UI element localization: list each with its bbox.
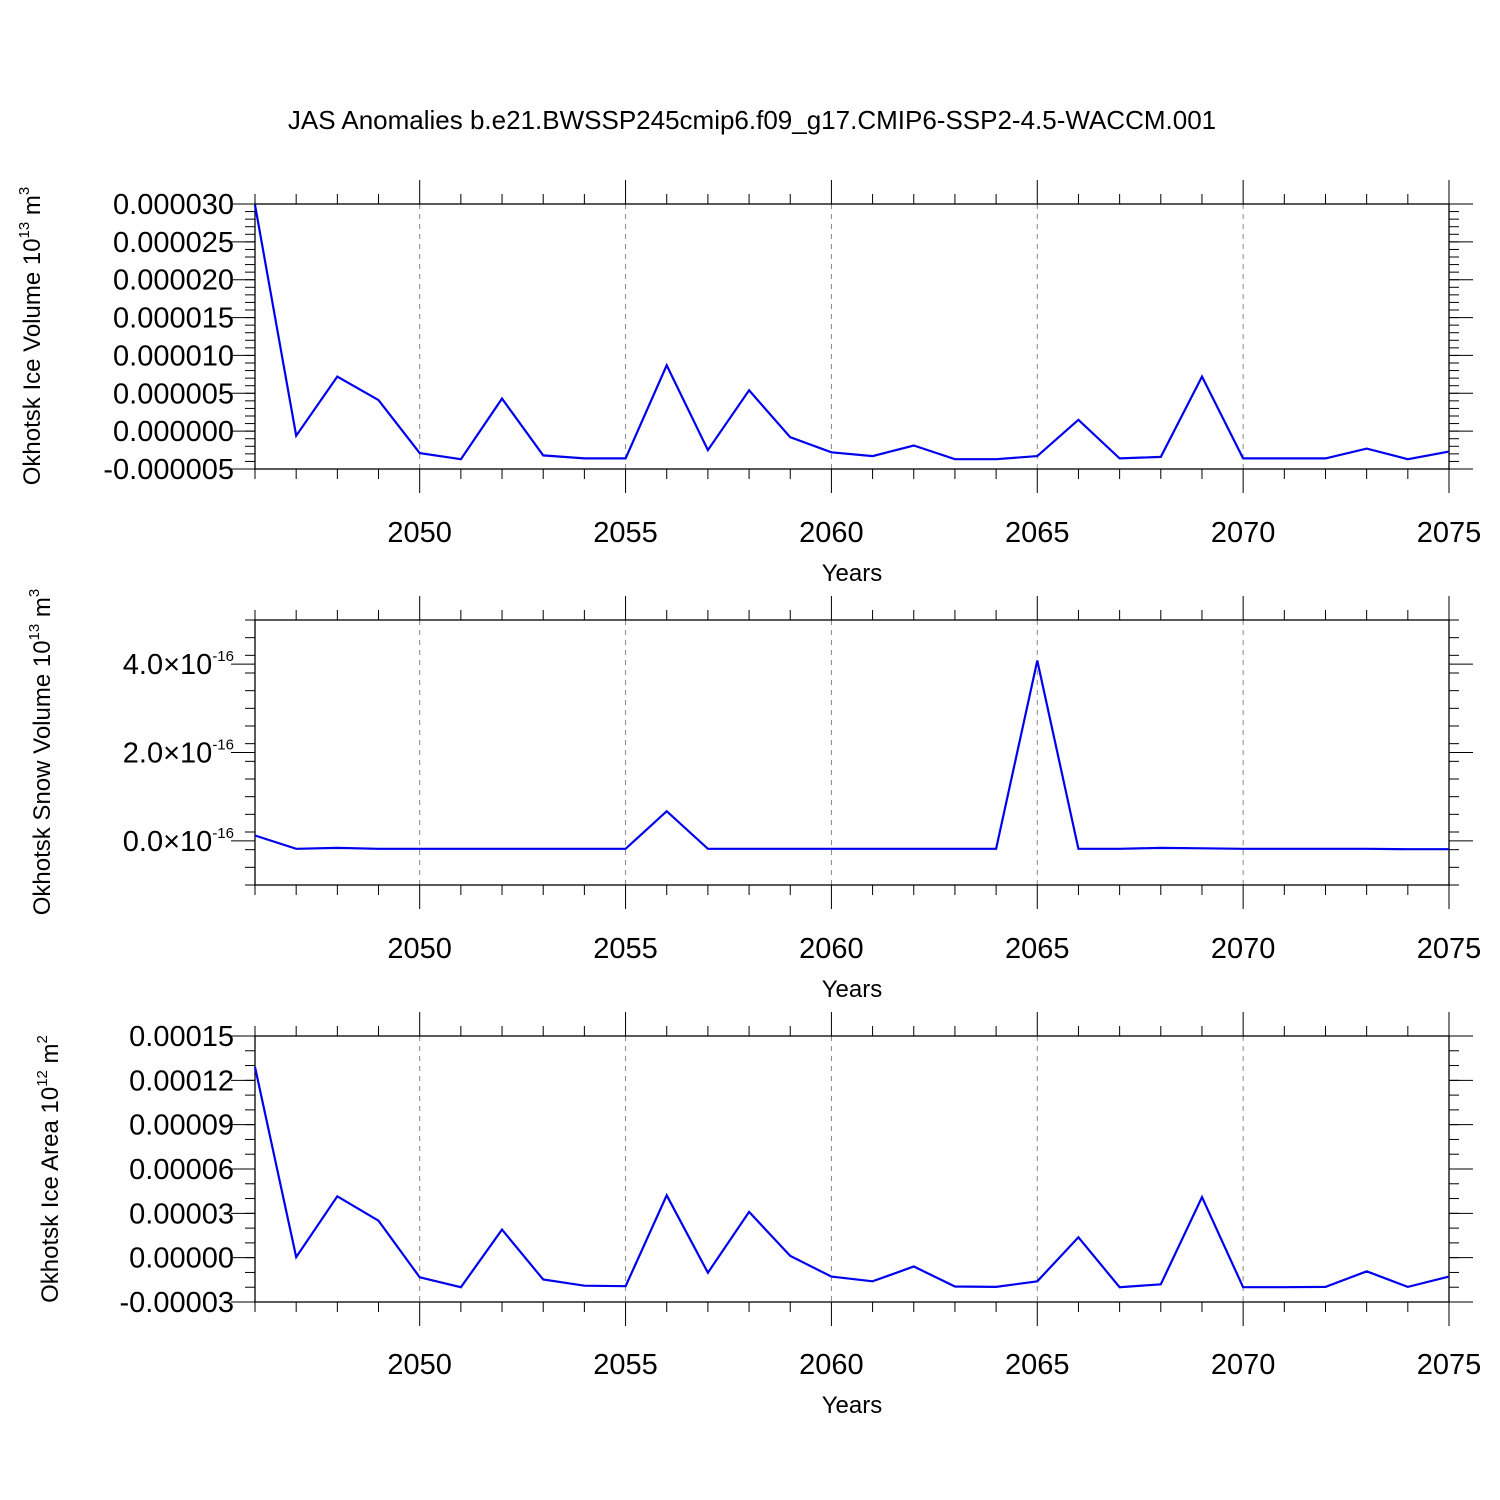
y-tick-label: 4.0×10-16 <box>123 648 234 681</box>
x-tick-label: 2075 <box>1417 517 1482 549</box>
x-axis-label: Years <box>822 976 883 1003</box>
x-tick-label: 2065 <box>1005 1349 1070 1381</box>
y-axis-label: Okhotsk Ice Volume 1013 m3 <box>16 187 46 486</box>
y-tick-label: -0.00003 <box>120 1287 235 1319</box>
y-tick-label: 0.000005 <box>113 378 234 410</box>
x-tick-label: 2055 <box>593 517 658 549</box>
x-tick-label: 2065 <box>1005 933 1070 965</box>
x-tick-label: 2075 <box>1417 933 1482 965</box>
x-tick-label: 2070 <box>1211 1349 1276 1381</box>
series-line <box>254 660 1449 851</box>
x-tick-label: 2075 <box>1417 1349 1482 1381</box>
y-tick-label: -0.000005 <box>103 454 234 486</box>
y-tick-label-exponent: -16 <box>212 648 234 665</box>
plot-frame <box>254 203 1450 470</box>
y-tick-label-text: -0.000005 <box>103 454 234 486</box>
y-tick-label-text: 0.00006 <box>129 1154 234 1186</box>
panel-3: 2050 2055 2060 2065 2070 2075 Years 0.00015 0.00… <box>34 1012 1481 1419</box>
y-axis-label-exp: 12 <box>34 1070 51 1087</box>
panel-2: 2050 2055 2060 2065 2070 2075Years4.0×10-162.… <box>26 589 1481 1003</box>
y-axis-label: Okhotsk Snow Volume 1013 m3 <box>26 589 56 916</box>
y-tick-label: 0.000030 <box>113 189 234 221</box>
y-tick-label: 0.0×10-16 <box>123 825 234 858</box>
plot-frame <box>254 619 1450 886</box>
x-tick-label: 2050 <box>387 517 452 549</box>
y-tick-label-text: 0.0×10 <box>123 826 213 858</box>
x-axis-label: Years <box>822 1392 883 1419</box>
x-tick-label: 2050 <box>387 1349 452 1381</box>
x-tick-label: 2060 <box>799 517 864 549</box>
y-tick-label-text: 0.000015 <box>113 303 234 335</box>
y-tick-label-text: 0.000005 <box>113 378 234 410</box>
y-tick-label-text: 4.0×10 <box>123 649 213 681</box>
y-tick-label: 2.0×10-16 <box>123 737 234 770</box>
y-tick-label: 0.000000 <box>113 416 234 448</box>
y-tick-label-text: -0.00003 <box>120 1287 235 1319</box>
y-tick-label-text: 0.000010 <box>113 340 234 372</box>
y-tick-label: 0.000010 <box>113 340 234 372</box>
plot-frame <box>254 1035 1450 1303</box>
y-tick-label-text: 0.00003 <box>129 1198 234 1230</box>
x-tick-label: 2060 <box>799 1349 864 1381</box>
x-axis-label: Years <box>822 560 883 587</box>
y-tick-label: 0.00015 <box>129 1021 234 1053</box>
y-tick-label-text: 0.000030 <box>113 189 234 221</box>
y-tick-label: 0.00000 <box>129 1243 234 1275</box>
y-tick-label-exponent: -16 <box>212 737 234 754</box>
y-tick-label-text: 2.0×10 <box>123 738 213 770</box>
y-tick-label: 0.000015 <box>113 303 234 335</box>
y-tick-label-text: 0.00012 <box>129 1065 234 1097</box>
y-tick-label-text: 0.000025 <box>113 227 234 259</box>
y-axis-label-main: Okhotsk Ice Area 10 <box>37 1087 64 1303</box>
y-axis-label-unit-exp: 2 <box>34 1035 51 1043</box>
y-tick-label-text: 0.00000 <box>129 1243 234 1275</box>
y-tick-label: 0.000025 <box>113 227 234 259</box>
series-line <box>253 204 1450 461</box>
y-tick-label-text: 0.00009 <box>129 1110 234 1142</box>
y-tick-label: 0.000020 <box>113 265 234 297</box>
y-tick-label: 0.00003 <box>129 1198 234 1230</box>
y-tick-label-text: 0.000020 <box>113 265 234 297</box>
y-axis-label-unit-exp: 3 <box>16 187 33 195</box>
y-axis-label-exp: 13 <box>26 624 43 641</box>
x-tick-label: 2065 <box>1005 517 1070 549</box>
y-tick-label: 0.00009 <box>129 1110 234 1142</box>
series-line <box>253 1066 1450 1289</box>
y-axis-label-unit: m <box>29 597 56 624</box>
y-axis-label-exp: 13 <box>16 222 33 239</box>
y-tick-label: 0.00006 <box>129 1154 234 1186</box>
y-axis-label-main: Okhotsk Snow Volume 10 <box>29 640 56 915</box>
x-tick-label: 2055 <box>593 933 658 965</box>
y-axis-label-main: Okhotsk Ice Volume 10 <box>19 238 46 485</box>
y-tick-label-exponent: -16 <box>212 825 234 842</box>
x-tick-label: 2060 <box>799 933 864 965</box>
y-axis-label-unit: m <box>19 195 46 222</box>
figure-title: JAS Anomalies b.e21.BWSSP245cmip6.f09_g1… <box>288 105 1216 135</box>
y-tick-label: 0.00012 <box>129 1065 234 1097</box>
x-tick-label: 2050 <box>387 933 452 965</box>
y-tick-label-text: 0.000000 <box>113 416 234 448</box>
y-axis-label: Okhotsk Ice Area 1012 m2 <box>34 1035 64 1303</box>
y-axis-label-unit-exp: 3 <box>26 589 43 597</box>
panel-1: 2050 2055 2060 2065 2070 2075 Years 0.000030 0.0… <box>16 180 1481 587</box>
y-axis-label-unit: m <box>37 1043 64 1070</box>
x-tick-label: 2055 <box>593 1349 658 1381</box>
x-tick-label: 2070 <box>1211 517 1276 549</box>
x-tick-label: 2070 <box>1211 933 1276 965</box>
y-tick-label-text: 0.00015 <box>129 1021 234 1053</box>
